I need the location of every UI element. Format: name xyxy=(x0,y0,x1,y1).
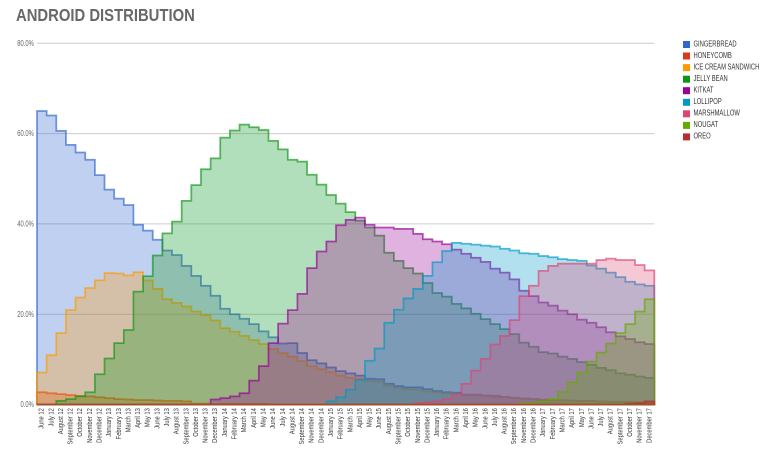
svg-text:March 15: March 15 xyxy=(347,408,355,432)
svg-text:April 14: April 14 xyxy=(250,408,258,428)
svg-text:April 16: April 16 xyxy=(462,408,470,428)
svg-text:HONEYCOMB: HONEYCOMB xyxy=(694,52,733,60)
svg-text:March 17: March 17 xyxy=(559,408,567,432)
svg-text:OREO: OREO xyxy=(694,133,712,141)
svg-text:ANDROID DISTRIBUTION: ANDROID DISTRIBUTION xyxy=(16,6,195,25)
svg-text:October 12: October 12 xyxy=(77,408,85,437)
svg-text:August 16: August 16 xyxy=(501,408,509,434)
svg-text:NOUGAT: NOUGAT xyxy=(694,122,719,130)
svg-text:December 16: December 16 xyxy=(530,408,538,443)
svg-text:April 15: April 15 xyxy=(356,408,364,428)
svg-text:June 13: June 13 xyxy=(154,408,162,429)
svg-text:December 12: December 12 xyxy=(96,408,104,443)
svg-text:GINGERBREAD: GINGERBREAD xyxy=(694,41,737,49)
svg-text:20.0%: 20.0% xyxy=(17,311,34,319)
svg-text:September 12: September 12 xyxy=(67,408,75,444)
svg-text:80.0%: 80.0% xyxy=(17,40,34,48)
svg-text:May 17: May 17 xyxy=(578,408,586,427)
svg-text:November 16: November 16 xyxy=(520,408,528,443)
svg-text:January 16: January 16 xyxy=(433,408,441,437)
svg-text:August 15: August 15 xyxy=(385,408,393,434)
svg-text:February 16: February 16 xyxy=(443,408,451,439)
svg-text:April 13: April 13 xyxy=(134,408,142,428)
svg-text:July 17: July 17 xyxy=(597,408,605,427)
svg-text:January 17: January 17 xyxy=(540,408,548,437)
svg-text:July 16: July 16 xyxy=(491,408,499,427)
svg-text:40.0%: 40.0% xyxy=(17,221,34,229)
svg-text:KITKAT: KITKAT xyxy=(694,87,715,95)
svg-text:LOLLIPOP: LOLLIPOP xyxy=(694,98,723,106)
svg-text:August 12: August 12 xyxy=(57,408,65,434)
svg-text:December 17: December 17 xyxy=(646,408,654,443)
svg-text:May 15: May 15 xyxy=(366,408,374,427)
svg-text:June 16: June 16 xyxy=(482,408,490,429)
svg-text:November 15: November 15 xyxy=(414,408,422,443)
svg-text:September 16: September 16 xyxy=(511,408,519,444)
svg-text:August 17: August 17 xyxy=(607,408,615,434)
svg-text:November 14: November 14 xyxy=(308,408,316,443)
svg-text:August 14: August 14 xyxy=(289,408,297,434)
svg-text:September 14: September 14 xyxy=(298,408,306,444)
svg-text:December 14: December 14 xyxy=(318,408,326,443)
svg-text:June 15: June 15 xyxy=(376,408,384,429)
svg-text:January 14: January 14 xyxy=(221,408,229,437)
svg-text:September 17: September 17 xyxy=(617,408,625,444)
svg-text:November 13: November 13 xyxy=(202,408,210,443)
svg-text:October 13: October 13 xyxy=(192,408,200,437)
svg-text:January 15: January 15 xyxy=(327,408,335,437)
svg-text:July 14: July 14 xyxy=(279,408,287,427)
svg-text:June 17: June 17 xyxy=(588,408,596,429)
svg-text:December 15: December 15 xyxy=(424,408,432,443)
svg-text:December 13: December 13 xyxy=(212,408,220,443)
svg-text:August 13: August 13 xyxy=(173,408,181,434)
svg-text:March 16: March 16 xyxy=(453,408,461,432)
svg-text:February 13: February 13 xyxy=(115,408,123,439)
svg-text:February 15: February 15 xyxy=(337,408,345,439)
svg-text:0.0%: 0.0% xyxy=(21,401,34,409)
svg-text:April 17: April 17 xyxy=(569,408,577,428)
svg-text:June 12: June 12 xyxy=(38,408,46,429)
svg-text:January 13: January 13 xyxy=(106,408,114,437)
svg-text:March 13: March 13 xyxy=(125,408,133,432)
svg-text:November 12: November 12 xyxy=(86,408,94,443)
svg-text:February 14: February 14 xyxy=(231,408,239,439)
svg-text:JELLY BEAN: JELLY BEAN xyxy=(694,75,728,83)
svg-text:February 17: February 17 xyxy=(549,408,557,439)
svg-text:October 17: October 17 xyxy=(626,408,634,437)
svg-text:September 15: September 15 xyxy=(395,408,403,444)
svg-text:60.0%: 60.0% xyxy=(17,131,34,139)
svg-text:ICE CREAM SANDWICH: ICE CREAM SANDWICH xyxy=(694,64,760,72)
svg-text:June 14: June 14 xyxy=(270,408,278,429)
svg-text:May 16: May 16 xyxy=(472,408,480,427)
svg-text:July 12: July 12 xyxy=(48,408,56,427)
svg-text:May 13: May 13 xyxy=(144,408,152,427)
svg-text:May 14: May 14 xyxy=(260,408,268,427)
svg-text:March 14: March 14 xyxy=(241,408,249,432)
svg-text:September 13: September 13 xyxy=(183,408,191,444)
svg-text:MARSHMALLOW: MARSHMALLOW xyxy=(694,110,741,118)
svg-text:October 15: October 15 xyxy=(405,408,413,437)
svg-text:July 13: July 13 xyxy=(163,408,171,427)
svg-text:November 17: November 17 xyxy=(636,408,644,443)
